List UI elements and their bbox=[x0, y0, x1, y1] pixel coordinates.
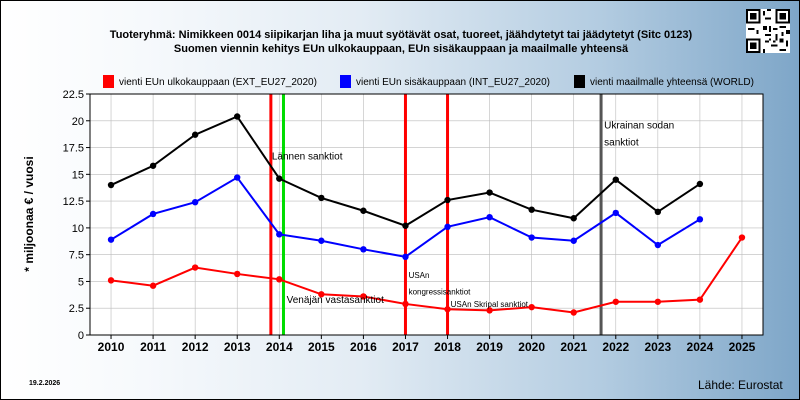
data-point bbox=[149, 210, 157, 218]
chart-subtitle: Suomen viennin kehitys EUn ulkokauppaan,… bbox=[173, 43, 629, 55]
data-point bbox=[486, 213, 493, 221]
data-point bbox=[149, 162, 157, 169]
data-point bbox=[107, 236, 115, 243]
annotation-label: Lännen sanktiot bbox=[272, 151, 343, 162]
x-tick-label: 2016 bbox=[350, 340, 377, 354]
data-point bbox=[444, 223, 451, 231]
chart-title: Tuoteryhmä: Nimikkeen 0014 siipikarjan l… bbox=[109, 29, 693, 41]
data-point bbox=[486, 307, 493, 314]
plot-area bbox=[89, 93, 764, 336]
data-point bbox=[318, 237, 325, 244]
source-label: Lähde: Eurostat bbox=[698, 378, 783, 392]
x-tick-label: 2023 bbox=[644, 340, 671, 354]
data-point bbox=[318, 291, 325, 298]
data-point bbox=[696, 216, 704, 223]
plot-border bbox=[89, 93, 764, 336]
data-point bbox=[570, 309, 577, 316]
data-point bbox=[402, 300, 409, 308]
x-tick-label: 2014 bbox=[266, 340, 293, 354]
annotation-label: Ukrainan sodan bbox=[604, 120, 674, 131]
x-tick-label: 2019 bbox=[476, 340, 503, 354]
legend-swatch-int bbox=[340, 75, 351, 88]
date-label: 19.2.2026 bbox=[29, 380, 61, 387]
data-point bbox=[486, 189, 493, 196]
x-tick-label: 2011 bbox=[140, 340, 166, 354]
data-point bbox=[738, 234, 746, 241]
data-point bbox=[149, 282, 157, 289]
data-point bbox=[654, 298, 662, 305]
data-point bbox=[360, 207, 367, 214]
y-tick-label: 15 bbox=[72, 169, 84, 181]
data-point bbox=[402, 253, 409, 261]
qr-code-icon bbox=[746, 9, 790, 53]
y-tick-label: 20 bbox=[72, 116, 84, 128]
annotation-label: kongressisanktiot bbox=[409, 287, 472, 296]
data-point bbox=[234, 113, 241, 120]
data-point bbox=[612, 176, 619, 183]
y-tick-label: 17.5 bbox=[63, 143, 84, 155]
data-point bbox=[191, 264, 199, 271]
x-tick-label: 2024 bbox=[687, 340, 714, 354]
data-point bbox=[360, 293, 367, 300]
x-tick-label: 2013 bbox=[224, 340, 251, 354]
y-tick-label: 2.5 bbox=[69, 303, 84, 315]
x-tick-label: 2021 bbox=[560, 340, 587, 354]
data-point bbox=[654, 208, 662, 216]
data-point bbox=[570, 237, 577, 244]
data-point bbox=[107, 277, 115, 284]
annotation-label: sanktiot bbox=[604, 137, 639, 148]
data-point bbox=[191, 198, 199, 206]
annotation-label: USAn Skripal sanktiot bbox=[451, 300, 529, 309]
data-point bbox=[234, 174, 241, 181]
x-tick-label: 2015 bbox=[308, 340, 335, 354]
data-point bbox=[276, 276, 283, 283]
data-point bbox=[612, 298, 619, 305]
y-tick-label: 10 bbox=[72, 223, 84, 235]
data-point bbox=[402, 222, 409, 229]
y-tick-label: 5 bbox=[78, 276, 84, 288]
data-point bbox=[276, 175, 283, 182]
x-tick-label: 2018 bbox=[434, 340, 461, 354]
data-point bbox=[654, 241, 662, 249]
legend-label-world: vienti maailmalle yhteensä (WORLD) bbox=[590, 77, 754, 88]
y-tick-label: 12.5 bbox=[63, 196, 84, 208]
data-point bbox=[528, 206, 535, 213]
data-point bbox=[444, 196, 451, 204]
x-tick-label: 2017 bbox=[392, 340, 419, 354]
data-point bbox=[234, 270, 241, 278]
data-point bbox=[276, 231, 283, 238]
data-point bbox=[696, 180, 704, 188]
y-tick-label: 7.5 bbox=[69, 250, 84, 262]
legend-label-int: vienti EUn sisäkauppaan (INT_EU27_2020) bbox=[356, 77, 550, 88]
legend-swatch-world bbox=[574, 75, 585, 88]
x-tick-label: 2020 bbox=[518, 340, 545, 354]
legend-swatch-ext bbox=[103, 75, 114, 88]
annotation-label: Venäjän vastasanktiot bbox=[287, 295, 385, 306]
data-point bbox=[360, 246, 367, 253]
data-point bbox=[570, 215, 577, 222]
data-point bbox=[528, 234, 535, 241]
y-tick-label: 22.5 bbox=[63, 89, 84, 101]
data-point bbox=[612, 209, 619, 217]
data-point bbox=[444, 306, 451, 313]
series-line bbox=[110, 236, 743, 314]
data-point bbox=[191, 131, 199, 138]
data-point bbox=[696, 296, 704, 303]
data-point bbox=[528, 303, 535, 311]
legend-label-ext: vienti EUn ulkokauppaan (EXT_EU27_2020) bbox=[119, 77, 317, 88]
y-tick-label: 0 bbox=[78, 330, 84, 342]
data-point bbox=[318, 194, 325, 202]
x-tick-label: 2012 bbox=[182, 340, 209, 354]
x-tick-label: 2025 bbox=[729, 340, 756, 354]
x-tick-label: 2022 bbox=[602, 340, 629, 354]
data-point bbox=[107, 181, 115, 189]
x-tick-label: 2010 bbox=[98, 340, 125, 354]
annotation-label: USAn bbox=[409, 271, 430, 280]
